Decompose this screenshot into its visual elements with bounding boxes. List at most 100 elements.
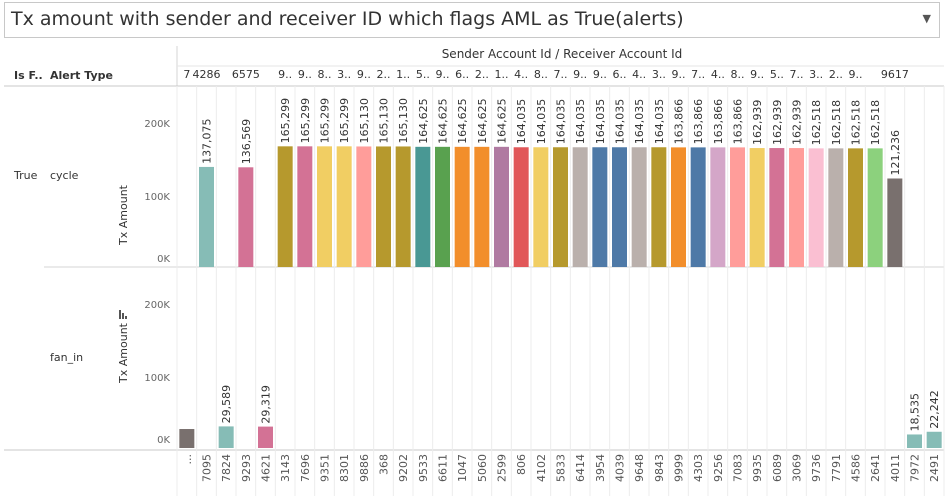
sender-id-label: 2.. xyxy=(377,68,391,81)
bar-cycle xyxy=(690,147,706,267)
sender-id-label: 5.. xyxy=(416,68,430,81)
receiver-id-label: 4102 xyxy=(535,454,548,482)
bar-cycle xyxy=(415,146,431,267)
bar-value-label: 165,299 xyxy=(279,98,292,143)
bar-value-label: 29,319 xyxy=(260,385,273,424)
receiver-id-label: 9886 xyxy=(358,454,371,482)
bar-value-label: 136,569 xyxy=(240,119,253,165)
title-filter-box[interactable]: Tx amount with sender and receiver ID wh… xyxy=(4,2,940,38)
bar-value-label: 164,035 xyxy=(555,99,568,145)
receiver-id-label: 3069 xyxy=(791,454,804,482)
sender-id-label: 9.. xyxy=(436,68,450,81)
sender-id-label: 4.. xyxy=(711,68,725,81)
sender-id-label: 7.. xyxy=(554,68,568,81)
bar-cycle xyxy=(356,146,372,267)
bar-value-label: 165,299 xyxy=(299,98,312,143)
bar-value-label: 164,625 xyxy=(417,98,430,144)
bar-value-label: 164,035 xyxy=(574,99,587,145)
bar-value-label: 22,242 xyxy=(928,390,941,429)
sort-icon[interactable] xyxy=(119,310,127,319)
receiver-id-label: 3954 xyxy=(594,454,607,482)
sender-id-label: 3.. xyxy=(337,68,351,81)
receiver-id-label: 1047 xyxy=(456,454,469,482)
sender-id-label: 3.. xyxy=(652,68,666,81)
sender-id-label: 7 xyxy=(183,68,190,81)
axis-labels: 7 4286 6575 9.. 9.. 8.. 3.. 9.. 2.. 1.. 5.. 9.. 6.. 2… xyxy=(181,68,941,482)
bar-value-label: 164,035 xyxy=(594,99,607,145)
bar-cycle xyxy=(631,147,647,267)
receiver-id-label: 9293 xyxy=(240,454,253,482)
receiver-id-label: 7696 xyxy=(299,454,312,482)
sender-id-label: 4.. xyxy=(514,68,528,81)
chevron-down-icon[interactable]: ▼ xyxy=(922,12,931,25)
sender-id-label: 1.. xyxy=(495,68,509,81)
sender-id-label: 9.. xyxy=(672,68,686,81)
y-tick-fan-in-200k: 200K xyxy=(144,300,170,311)
receiver-id-label: 368 xyxy=(378,454,391,475)
y-tick-cycle-0: 0K xyxy=(157,254,170,265)
sender-id-label: 9617 xyxy=(881,68,909,81)
bar-cycle xyxy=(592,147,608,267)
sender-id-label: 8.. xyxy=(534,68,548,81)
receiver-id-label: 4011 xyxy=(889,454,902,482)
bar-value-label: 164,625 xyxy=(496,98,509,144)
receiver-id-label: 6414 xyxy=(574,454,587,482)
bar-cycle xyxy=(297,146,313,267)
bar-cycle xyxy=(828,148,844,267)
sender-id-label: 3.. xyxy=(809,68,823,81)
sender-id-label: 7.. xyxy=(691,68,705,81)
sender-id-label: 4286 xyxy=(193,68,221,81)
sender-id-label: 2.. xyxy=(475,68,489,81)
bar-value-label: 165,130 xyxy=(358,98,371,144)
bar-value-label: 162,518 xyxy=(810,100,823,146)
bar-value-label: 162,939 xyxy=(771,100,784,146)
sender-id-label: 7.. xyxy=(790,68,804,81)
bar-cycle xyxy=(435,146,450,267)
bar-value-label: 162,939 xyxy=(791,100,804,146)
y-tick-cycle-100k: 100K xyxy=(144,192,170,203)
bar-cycle xyxy=(238,167,254,267)
receiver-id-label: 4586 xyxy=(850,454,863,482)
receiver-id-label: 4303 xyxy=(692,454,705,482)
bar-cycle xyxy=(572,147,588,267)
bar-value-label: 164,625 xyxy=(456,98,469,144)
bar-value-label: 164,625 xyxy=(437,98,450,144)
sender-id-label: 4.. xyxy=(632,68,646,81)
bar-value-label: 163,866 xyxy=(692,99,705,145)
bar-marks: 137,075 136,569 165,299 165,299 165,299 165,2… xyxy=(179,98,942,448)
alert-type-fan-in: fan_in xyxy=(50,351,83,364)
bar-value-label: 164,035 xyxy=(535,99,548,145)
bar-cycle xyxy=(553,147,568,267)
sender-id-label: 6.. xyxy=(455,68,469,81)
bar-cycle xyxy=(612,147,627,267)
sender-id-label: 9.. xyxy=(573,68,587,81)
row-header-alert-type: Alert Type xyxy=(50,69,113,82)
receiver-id-label: 6089 xyxy=(771,454,784,482)
bar-value-label: 165,130 xyxy=(397,98,410,144)
bar-fan_in xyxy=(218,426,234,448)
y-axis-title-fan-in: Tx Amount xyxy=(117,322,130,384)
receiver-id-label: 3143 xyxy=(279,454,292,482)
bar-cycle xyxy=(494,146,509,267)
bar-value-label: 164,035 xyxy=(633,99,646,145)
y-tick-cycle-200k: 200K xyxy=(144,119,170,130)
bar-cycle xyxy=(671,147,686,267)
bar-fan_in xyxy=(179,429,195,448)
bar-cycle xyxy=(376,146,391,267)
bar-fan_in xyxy=(258,426,273,448)
receiver-id-label: 9999 xyxy=(673,454,686,482)
receiver-id-label: 9935 xyxy=(751,454,764,482)
receiver-id-label: ... xyxy=(181,454,194,465)
receiver-id-label: 7083 xyxy=(732,454,745,482)
sender-id-label: 9.. xyxy=(593,68,607,81)
receiver-id-label: 9736 xyxy=(810,454,823,482)
receiver-id-label: 4039 xyxy=(614,454,627,482)
bar-value-label: 164,625 xyxy=(476,98,489,144)
receiver-id-label: 2599 xyxy=(496,454,509,482)
receiver-id-label: 806 xyxy=(515,454,528,475)
sender-id-label: 9.. xyxy=(849,68,863,81)
receiver-id-label: 8301 xyxy=(338,454,351,482)
sender-id-label: 9.. xyxy=(357,68,371,81)
bar-cycle xyxy=(199,166,214,267)
bar-value-label: 164,035 xyxy=(614,99,627,145)
